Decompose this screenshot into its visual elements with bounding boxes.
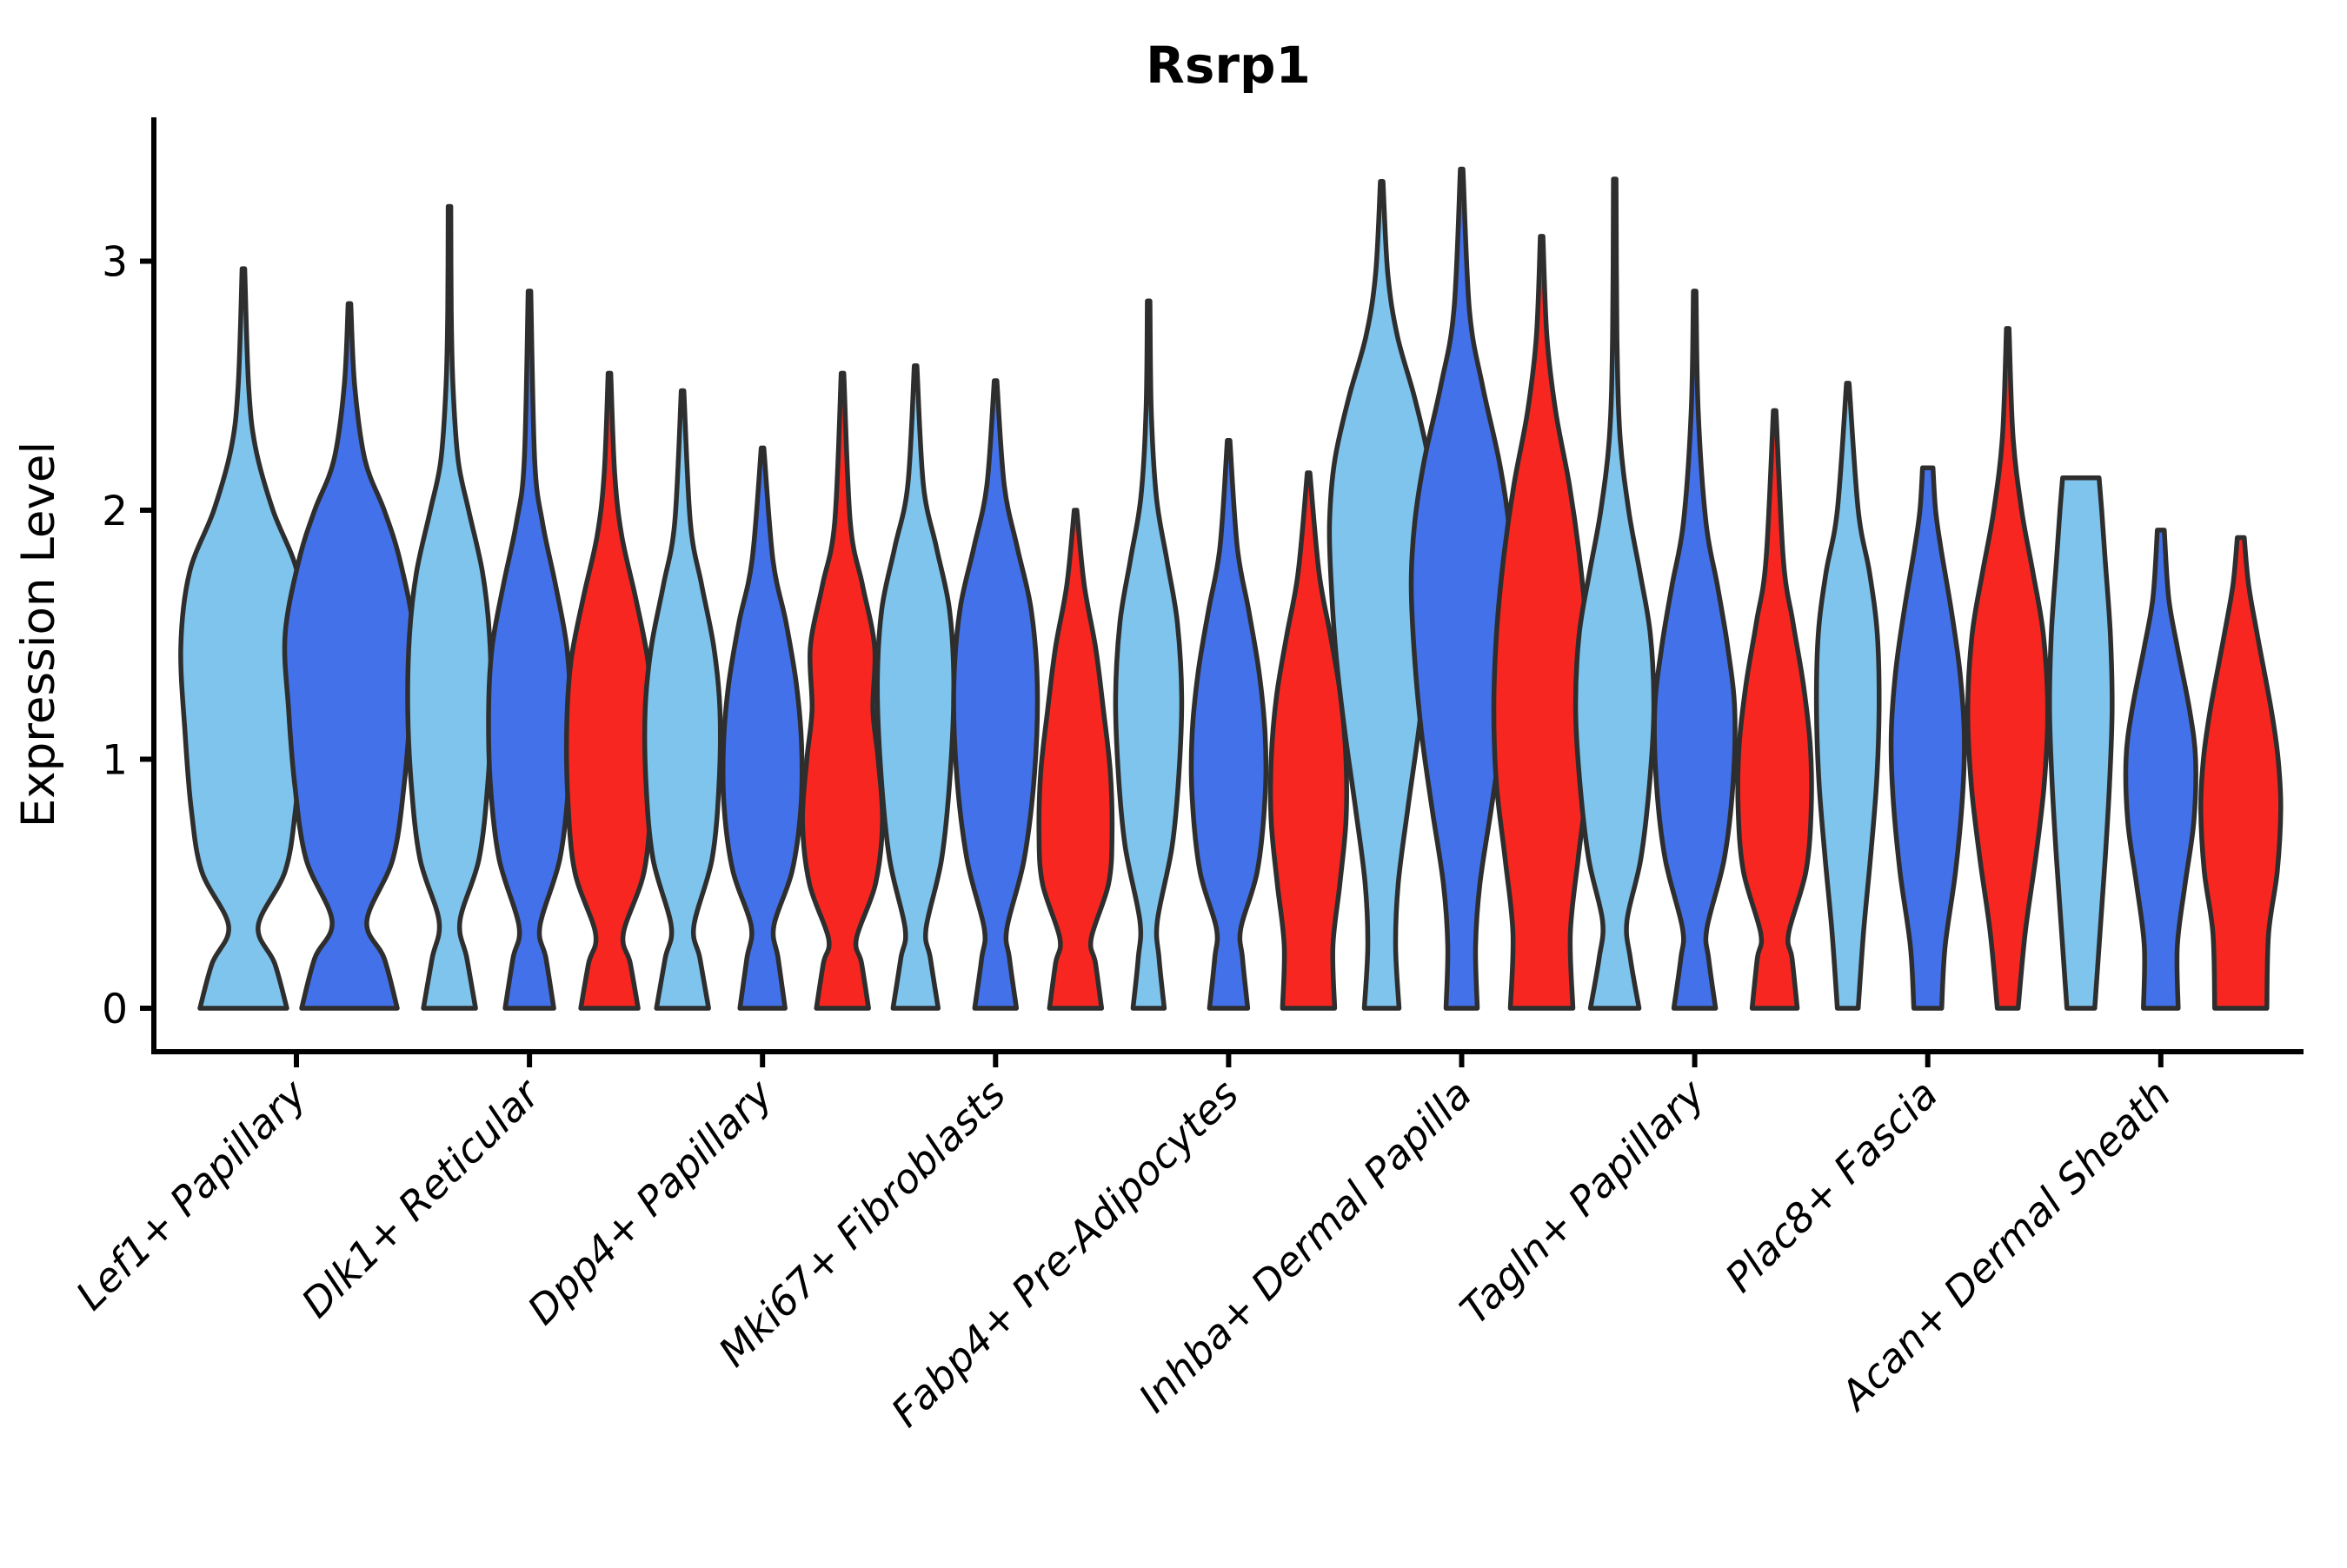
violin-dpp4-papillary-split2 [720, 445, 805, 1011]
violin-mki67-fibroblasts-split2 [951, 378, 1041, 1011]
violin-acan-dermal-sheath-split1 [2047, 475, 2115, 1011]
violin-tagln-papillary-split3 [1735, 408, 1814, 1011]
violin-plac8-fascia-split3 [1965, 326, 2051, 1011]
violin-tagln-papillary-split2 [1652, 289, 1738, 1011]
y-axis-label: Expression Level [12, 442, 65, 827]
violin-tagln-papillary-split1 [1572, 176, 1657, 1011]
violin-dpp4-papillary-split3 [800, 370, 885, 1011]
violin-inhba-dermal-papilla-split1 [1326, 179, 1437, 1011]
violins-layer [178, 166, 2284, 1011]
violin-dpp4-papillary-split1 [642, 388, 723, 1011]
violin-lef1-papillary-split2 [282, 301, 417, 1011]
violin-plac8-fascia-split2 [1888, 465, 1967, 1011]
y-tick-label-3: 3 [102, 239, 128, 287]
violin-fabp4-pre-adipocytes-split3 [1267, 470, 1349, 1011]
violin-acan-dermal-sheath-split3 [2198, 535, 2284, 1011]
violin-mki67-fibroblasts-split1 [874, 363, 957, 1011]
violin-acan-dermal-sheath-split2 [2123, 528, 2198, 1011]
y-tick-label-1: 1 [102, 737, 128, 785]
axes-layer: 0 1 2 3 [102, 117, 2304, 1067]
y-tick-label-2: 2 [102, 488, 128, 535]
violin-plac8-fascia-split1 [1813, 381, 1882, 1011]
violin-mki67-fibroblasts-split3 [1036, 508, 1115, 1011]
violin-fabp4-pre-adipocytes-split2 [1188, 438, 1269, 1011]
violin-dlk1-reticular-split2 [486, 289, 573, 1011]
chart-title: Rsrp1 [1146, 36, 1311, 95]
y-tick-label-0: 0 [102, 986, 128, 1033]
violin-fabp4-pre-adipocytes-split1 [1113, 298, 1185, 1011]
